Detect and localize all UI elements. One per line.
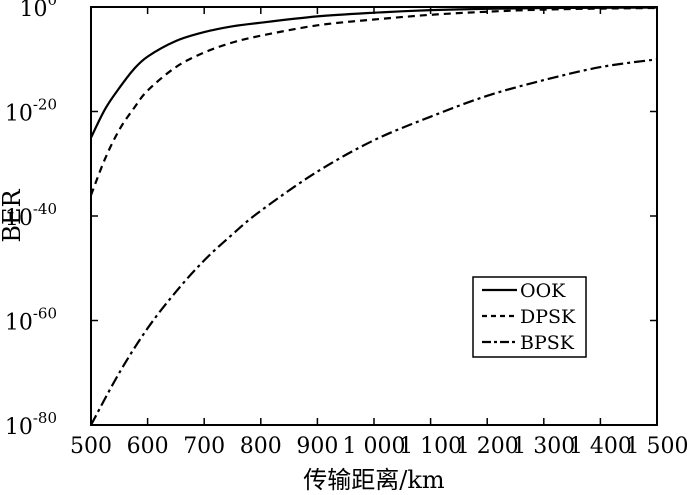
y-tick-label: 10-20 xyxy=(5,96,57,127)
y-tick-label: 10-80 xyxy=(5,409,57,440)
x-tick-label: 1 200 xyxy=(456,434,519,459)
x-tick-label: 1 300 xyxy=(512,434,575,459)
series-line-bpsk xyxy=(90,58,658,426)
plot-frame xyxy=(90,6,658,426)
y-axis-title: BER xyxy=(0,188,26,242)
series-line-dpsk xyxy=(89,6,658,196)
axis-ticks xyxy=(90,6,658,426)
x-tick-label: 500 xyxy=(70,434,112,459)
legend-label-ook: OOK xyxy=(520,280,566,302)
legend-label-dpsk: DPSK xyxy=(520,306,576,328)
x-tick-label: 600 xyxy=(127,434,169,459)
x-tick-label: 1 500 xyxy=(626,434,689,459)
x-tick-label: 700 xyxy=(183,434,225,459)
x-tick-label: 1 000 xyxy=(343,434,406,459)
legend-label-bpsk: BPSK xyxy=(520,332,575,354)
series-lines xyxy=(89,6,658,426)
x-axis-title: 传输距离/km xyxy=(303,466,445,494)
y-tick-label: 10-40 xyxy=(5,200,57,231)
x-tick-label: 800 xyxy=(240,434,282,459)
x-tick-label: 1 100 xyxy=(399,434,462,459)
y-tick-label: 10-60 xyxy=(5,305,57,336)
x-tick-label: 1 400 xyxy=(569,434,632,459)
y-tick-label: 100 xyxy=(19,0,57,22)
series-line-ook xyxy=(90,6,658,139)
x-tick-label: 900 xyxy=(296,434,338,459)
legend: OOK DPSK BPSK xyxy=(472,276,587,358)
